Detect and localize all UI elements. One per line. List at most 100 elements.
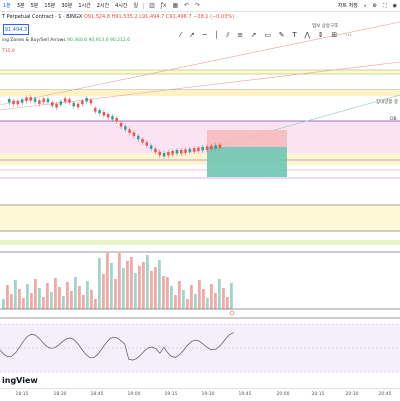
trendline-1[interactable]: [0, 21, 400, 106]
volume-bar: [14, 280, 17, 309]
volume-bar: [230, 283, 233, 309]
volume-bar: [198, 280, 201, 309]
timeframe-toolbar: 1분 3분 5분 15분 30분 1시간 2시간 4시간 일 ▥ ƒx ▦ ↶ …: [0, 0, 400, 12]
rect-icon[interactable]: ▭: [264, 31, 272, 39]
time-tick: 19:30: [201, 392, 215, 397]
volume-bar: [78, 286, 81, 309]
tradingview-logo: ingView: [2, 376, 38, 385]
layout-icon[interactable]: ▦: [172, 2, 179, 9]
volume-bar: [106, 253, 109, 309]
undo-icon[interactable]: ↶: [184, 2, 190, 9]
volume-bar: [98, 258, 101, 309]
symbol-legend: T Perpetual Contract · 1 · BINGX O91,524…: [2, 14, 234, 20]
redo-icon[interactable]: ↷: [195, 2, 201, 9]
vline-icon[interactable]: │: [214, 31, 219, 39]
position-stop-zone[interactable]: [207, 130, 287, 147]
volume-bar: [30, 293, 33, 309]
supply-zone-2: [0, 90, 400, 96]
volume-bar: [170, 286, 173, 309]
volume-bar: [82, 295, 85, 309]
volume-bar: [102, 274, 105, 309]
volume-group: [2, 253, 233, 309]
candle-type-icon[interactable]: ▥: [149, 2, 155, 9]
trendline-2[interactable]: [0, 61, 400, 111]
indicator-name[interactable]: ing Zones & Buy/Sell Arrows: [2, 38, 66, 43]
more-tools-icon[interactable]: ⋯: [344, 31, 352, 39]
supply-zone-1: [0, 70, 400, 74]
tf-1h[interactable]: 1시간: [78, 3, 91, 9]
indicator-legend-2: T15.9: [2, 49, 15, 54]
tf-30m[interactable]: 30분: [61, 3, 73, 9]
candle-annotation[interactable]: 장대양봉 중: [376, 100, 399, 105]
trendline-icon[interactable]: ⁄: [180, 31, 182, 39]
volume-bar: [66, 282, 69, 309]
tf-2h[interactable]: 2시간: [96, 3, 110, 9]
channel-icon[interactable]: ⫽: [226, 31, 230, 39]
candles-group: [8, 95, 222, 159]
fullscreen-icon[interactable]: ⛶: [383, 2, 387, 9]
volume-bar: [158, 260, 161, 309]
tf-1m[interactable]: 1분: [3, 3, 11, 9]
volume-bar: [62, 296, 65, 309]
settings-icon[interactable]: ⚙: [372, 2, 378, 9]
volume-bar: [42, 297, 45, 309]
volume-bar: [174, 295, 177, 309]
structure-annotation[interactable]: 업보 상승구조: [312, 24, 339, 29]
tf-4h[interactable]: 4시간: [115, 3, 128, 9]
volume-sep-zone: [0, 240, 400, 245]
time-axis[interactable]: 18:15 18:30 18:45 19:00 19:15 19:30 19:4…: [0, 388, 400, 401]
toolbar-right: 차트 저장 ⌕ ⚙ ⛶ ◉: [335, 2, 400, 10]
volume-bar: [226, 297, 229, 309]
fib-icon[interactable]: ≡: [237, 31, 244, 39]
indicator-legend: ing Zones & Buy/Sell Arrows 90,360.6 90,…: [2, 38, 130, 43]
order-block-zone: [0, 121, 400, 153]
volume-bar: [126, 261, 129, 309]
time-tick: 20:15: [311, 392, 325, 397]
time-tick: 19:15: [164, 392, 178, 397]
time-tick: 18:15: [15, 392, 29, 397]
volume-bar: [130, 257, 133, 309]
time-tick: 19:45: [238, 392, 252, 397]
volume-bar: [22, 298, 25, 309]
volume-bar: [18, 289, 21, 309]
tf-3m[interactable]: 3분: [16, 3, 25, 9]
arrow-icon[interactable]: ➚: [250, 31, 257, 39]
volume-bar: [34, 279, 37, 309]
volume-bar: [2, 299, 5, 309]
indicators-icon[interactable]: ƒx: [160, 2, 167, 9]
volume-bar: [210, 284, 213, 309]
volume-marker-icon[interactable]: [229, 310, 235, 316]
ray-icon[interactable]: ↗: [188, 31, 195, 39]
volume-bar: [54, 278, 57, 309]
volume-bar: [90, 290, 93, 309]
volume-bar: [74, 277, 77, 309]
save-chart-button[interactable]: 차트 저장: [337, 3, 358, 9]
symbol-title[interactable]: T Perpetual Contract · 1 · BINGX: [2, 14, 83, 20]
tf-15m[interactable]: 15분: [44, 3, 56, 9]
tf-1d[interactable]: 일: [133, 3, 139, 9]
hline-icon[interactable]: ─: [202, 31, 207, 39]
tf-5m[interactable]: 5분: [30, 3, 39, 9]
current-price-box[interactable]: 91,494.3: [3, 24, 29, 35]
long-position-icon[interactable]: ⊞: [331, 31, 338, 39]
lower-zone: [0, 205, 400, 231]
camera-icon[interactable]: ◉: [392, 2, 397, 9]
measure-icon[interactable]: ⇕: [317, 31, 324, 39]
time-tick: 20:45: [378, 392, 392, 397]
position-target-zone[interactable]: [207, 147, 287, 177]
indicator-values: 90,360.6 90,913.6 90,212.6: [67, 38, 131, 43]
drawing-tools: ⁄ ↗ ─ │ ⫽ ≡ ➚ ▭ ✎ T ⋀ ⇕ ⊞ ⋯: [180, 31, 352, 40]
volume-bar: [46, 283, 49, 309]
search-icon[interactable]: ⌕: [363, 2, 367, 9]
volume-bar: [138, 266, 141, 309]
volume-bar: [38, 288, 41, 309]
volume-bar: [214, 293, 217, 309]
pattern-icon[interactable]: ⋀: [304, 31, 311, 39]
oscillator-line: [0, 332, 235, 361]
text-icon[interactable]: T: [292, 31, 297, 39]
volume-bar: [70, 291, 73, 309]
brush-icon[interactable]: ✎: [278, 31, 285, 39]
volume-bar: [154, 267, 157, 309]
